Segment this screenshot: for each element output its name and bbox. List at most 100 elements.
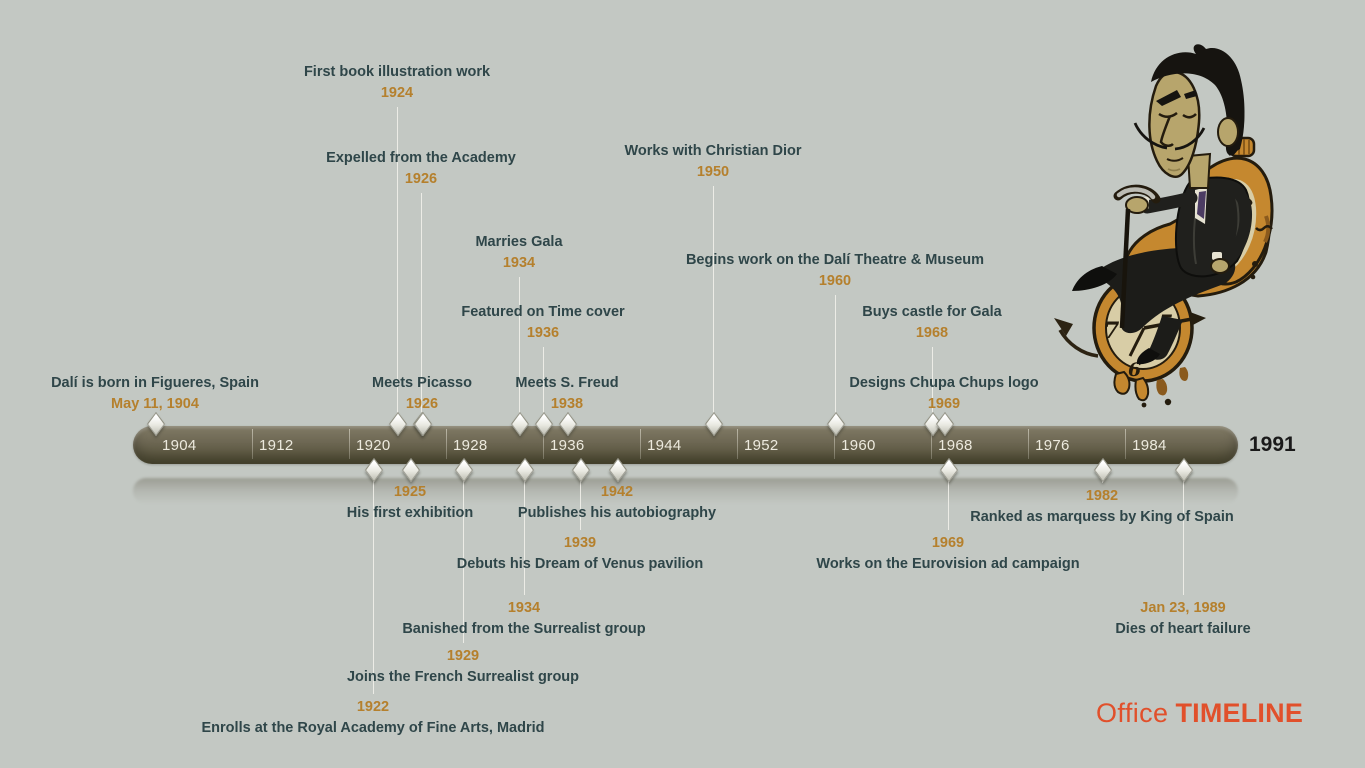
timeline-year-label: 1960 [841,437,876,454]
milestone-label: Featured on Time cover 1936 [461,302,624,344]
milestone-title: Works with Christian Dior [624,143,802,159]
timeline-tick-1976 [1028,429,1030,459]
clock-numeral-7: 7 [1104,318,1120,344]
milestone-title: Publishes his autobiography [517,505,717,521]
milestone-date: 1926 [404,171,438,187]
milestone-connector [932,347,933,415]
milestone-title: Buys castle for Gala [862,304,1002,320]
timeline-year-label: 1928 [453,437,488,454]
milestone-label: 1922 Enrolls at the Royal Academy of Fine… [202,697,545,739]
timeline-year-label: 1904 [162,437,197,454]
milestone-date: 1939 [563,535,597,551]
timeline-tick-1912 [252,429,253,459]
milestone-title: Enrolls at the Royal Academy of Fine Art… [201,720,545,736]
milestone-title: Ranked as marquess by King of Spain [970,509,1234,525]
timeline-year-label: 1976 [1035,437,1070,454]
milestone-date: 1969 [927,396,961,412]
milestone-date: 1938 [550,396,584,412]
timeline-tick-1960 [834,429,836,459]
milestone-title: Dies of heart failure [1115,621,1251,637]
timeline-tick-1968 [931,429,933,459]
timeline-year-label: 1944 [647,437,682,454]
milestone-date: 1960 [818,273,852,289]
timeline-year-label: 1952 [744,437,779,454]
clock-numeral-6: 6 [1128,359,1141,381]
milestone-label: 1942 Publishes his autobiography [518,482,716,524]
milestone-title: Debuts his Dream of Venus pavilion [456,556,704,572]
milestone-connector [948,475,949,530]
milestone-label: Begins work on the Dalí Theatre & Museum… [686,250,984,292]
milestone-date: 1926 [405,396,439,412]
milestone-label: 1934 Banished from the Surrealist group [402,598,645,640]
milestone-connector [524,475,525,595]
milestone-label: 1969 Works on the Eurovision ad campaign [816,533,1079,575]
milestone-title: Expelled from the Academy [326,150,516,166]
milestone-title: First book illustration work [303,64,491,80]
milestone-label: Designs Chupa Chups logo 1969 [849,373,1038,415]
timeline-tick-1928 [446,429,447,459]
milestone-title: Dalí is born in Figueres, Spain [51,375,259,391]
milestone-connector [713,186,714,415]
timeline-tick-1944 [640,429,641,459]
milestone-connector [373,475,374,694]
milestone-connector [421,193,422,415]
milestone-date: 1934 [502,255,536,271]
milestone-title: Meets S. Freud [515,375,619,391]
milestone-connector [397,107,398,415]
milestone-connector [1183,475,1184,595]
milestone-title: Joins the French Surrealist group [346,669,580,685]
office-timeline-logo: Office TIMELINE [1096,698,1303,728]
timeline-year-label: 1968 [938,437,973,454]
milestone-title: His first exhibition [346,505,474,521]
milestone-date: 1924 [380,85,414,101]
milestone-title: Designs Chupa Chups logo [849,375,1039,391]
milestone-date: 1922 [356,699,390,715]
timeline-year-label: 1912 [259,437,294,454]
milestone-label: 1925 His first exhibition [347,482,474,524]
milestone-label: Expelled from the Academy 1926 [326,148,516,190]
milestone-title: Featured on Time cover [461,304,625,320]
logo-office-text: Office [1096,698,1169,728]
milestone-date: 1982 [1085,488,1119,504]
timeline-tick-1952 [737,429,738,459]
milestone-connector [580,475,581,530]
milestone-label: Marries Gala 1934 [475,232,562,274]
milestone-date: 1925 [393,484,427,500]
milestone-label: Works with Christian Dior 1950 [625,141,802,183]
milestone-connector [519,277,520,415]
timeline-year-label: 1936 [550,437,585,454]
milestone-label: 1939 Debuts his Dream of Venus pavilion [457,533,704,575]
milestone-label: Jan 23, 1989 Dies of heart failure [1115,598,1250,640]
milestone-label: Meets S. Freud 1938 [515,373,618,415]
milestone-date: 1929 [446,648,480,664]
milestone-connector [463,475,464,643]
milestone-title: Begins work on the Dalí Theatre & Museum [685,252,985,268]
dali-melting-clock-illustration: 12 7 5 6 [1054,44,1274,408]
milestone-label: Meets Picasso 1926 [372,373,472,415]
timeline-tick-1920 [349,429,350,459]
timeline-year-label: 1920 [356,437,391,454]
milestone-connector [543,347,544,415]
milestone-title: Meets Picasso [372,375,472,391]
milestone-date: 1942 [600,484,634,500]
clock-drips [1113,367,1189,408]
milestone-date: 1950 [696,164,730,180]
milestone-date: 1936 [526,325,560,341]
logo-timeline-text: TIMELINE [1175,698,1304,728]
milestone-connector [835,295,836,415]
milestone-title: Banished from the Surrealist group [402,621,646,637]
milestone-label: First book illustration work 1924 [304,62,490,104]
swoosh-arrow-icon [1054,318,1099,358]
milestone-label: 1929 Joins the French Surrealist group [347,646,579,688]
milestone-label: Dalí is born in Figueres, Spain May 11, 1… [51,373,259,415]
milestone-title: Works on the Eurovision ad campaign [816,556,1080,572]
timeline-tick-1984 [1125,429,1127,459]
timeline-year-label: 1984 [1132,437,1167,454]
milestone-date: 1934 [507,600,541,616]
milestone-date: 1968 [915,325,949,341]
milestone-date: Jan 23, 1989 [1140,600,1226,616]
timeline-bar[interactable] [133,426,1238,464]
timeline-bar-reflection [133,478,1238,504]
milestone-date: May 11, 1904 [111,396,199,412]
